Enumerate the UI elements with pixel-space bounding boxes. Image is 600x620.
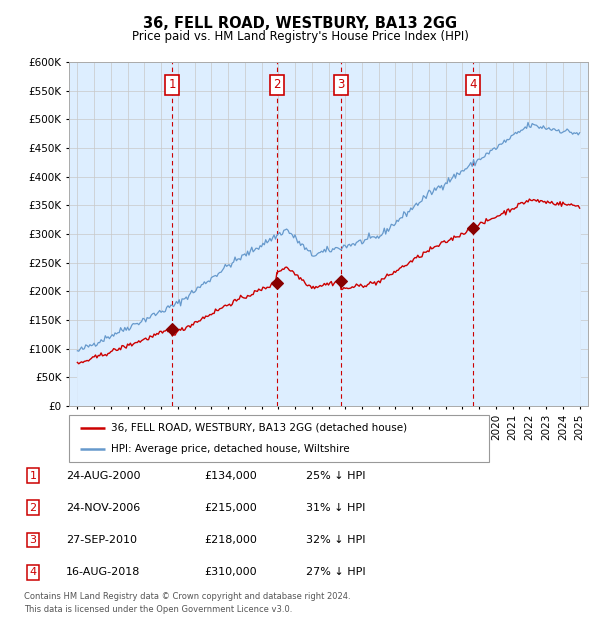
- Text: 3: 3: [29, 535, 37, 545]
- Point: [468, 223, 478, 233]
- Text: 36, FELL ROAD, WESTBURY, BA13 2GG: 36, FELL ROAD, WESTBURY, BA13 2GG: [143, 16, 457, 30]
- Text: £134,000: £134,000: [204, 471, 257, 480]
- Text: 4: 4: [469, 79, 476, 91]
- Text: Contains HM Land Registry data © Crown copyright and database right 2024.: Contains HM Land Registry data © Crown c…: [24, 592, 350, 601]
- Text: 1: 1: [168, 79, 176, 91]
- Text: 31% ↓ HPI: 31% ↓ HPI: [306, 503, 365, 513]
- Text: Price paid vs. HM Land Registry's House Price Index (HPI): Price paid vs. HM Land Registry's House …: [131, 30, 469, 43]
- Text: £215,000: £215,000: [204, 503, 257, 513]
- Text: 24-AUG-2000: 24-AUG-2000: [66, 471, 140, 480]
- Text: 27% ↓ HPI: 27% ↓ HPI: [306, 567, 365, 577]
- Text: 25% ↓ HPI: 25% ↓ HPI: [306, 471, 365, 480]
- Point: [272, 278, 281, 288]
- Text: 4: 4: [29, 567, 37, 577]
- Text: 3: 3: [337, 79, 344, 91]
- Text: 16-AUG-2018: 16-AUG-2018: [66, 567, 140, 577]
- Point: [336, 276, 346, 286]
- Text: 27-SEP-2010: 27-SEP-2010: [66, 535, 137, 545]
- Text: 1: 1: [29, 471, 37, 480]
- Text: 2: 2: [29, 503, 37, 513]
- Text: £310,000: £310,000: [204, 567, 257, 577]
- Text: This data is licensed under the Open Government Licence v3.0.: This data is licensed under the Open Gov…: [24, 604, 292, 614]
- Text: 2: 2: [273, 79, 280, 91]
- Point: [167, 324, 177, 334]
- Text: HPI: Average price, detached house, Wiltshire: HPI: Average price, detached house, Wilt…: [111, 445, 350, 454]
- Text: 36, FELL ROAD, WESTBURY, BA13 2GG (detached house): 36, FELL ROAD, WESTBURY, BA13 2GG (detac…: [111, 423, 407, 433]
- Text: 24-NOV-2006: 24-NOV-2006: [66, 503, 140, 513]
- Text: £218,000: £218,000: [204, 535, 257, 545]
- Text: 32% ↓ HPI: 32% ↓ HPI: [306, 535, 365, 545]
